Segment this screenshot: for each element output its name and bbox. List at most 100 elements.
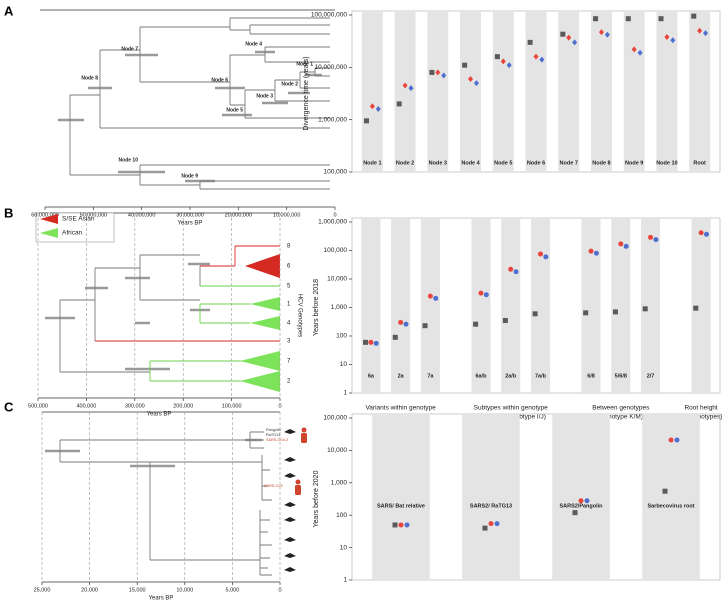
marker: [402, 82, 408, 89]
category-band: [558, 11, 580, 172]
marker: [533, 53, 539, 60]
leaf-label: 7: [287, 359, 291, 365]
category-band: [427, 11, 449, 172]
category-label: 6a/b: [475, 373, 487, 379]
x-tick-label: 15,000: [129, 587, 146, 593]
category-label: Node 6: [527, 160, 545, 166]
category-band: [394, 11, 416, 172]
category-label: SARS2/ RaTG13: [470, 503, 512, 509]
category-band: [501, 218, 521, 393]
marker: [703, 30, 709, 37]
category-label: 6a: [368, 373, 375, 379]
marker: [508, 266, 514, 272]
legend-swatch: [40, 228, 58, 238]
category-label: Node 9: [625, 160, 643, 166]
asian-branches: [95, 245, 280, 342]
leaf-label: 6: [287, 264, 291, 270]
category-label: Node 8: [592, 160, 610, 166]
node-label: Node 7: [121, 46, 138, 52]
marker: [664, 33, 670, 40]
marker: [658, 16, 664, 22]
node-label: Node 2: [281, 81, 298, 87]
leaf-label: RaTG13: [266, 433, 280, 437]
marker: [697, 27, 703, 34]
marker: [637, 49, 643, 56]
category-label: Node 2: [396, 160, 414, 166]
category-band: [420, 218, 440, 393]
category-label: SARS2/Pangolin: [559, 503, 603, 509]
y-tick-label: 1,000,000: [318, 116, 347, 123]
marker: [488, 521, 494, 527]
legend-swatch: [40, 214, 58, 224]
marker: [435, 69, 441, 76]
x-tick-label: 20,000: [81, 587, 98, 593]
marker: [396, 101, 402, 107]
marker: [433, 295, 439, 301]
x-tick-label: 500,000: [28, 403, 48, 409]
node-label: Node 10: [119, 157, 139, 163]
category-label: Node 1: [363, 160, 381, 166]
category-band: [641, 218, 661, 393]
marker: [560, 31, 566, 37]
leaf-label: 8: [287, 244, 291, 250]
marker: [631, 46, 637, 53]
marker: [625, 16, 631, 22]
category-band: [525, 11, 547, 172]
x-tick-label: 40,000,000: [128, 212, 156, 218]
marker: [532, 311, 538, 317]
tree-branches: [59, 254, 201, 373]
marker: [494, 54, 500, 60]
category-band: [656, 11, 678, 172]
x-tick-label: 10,000: [176, 587, 193, 593]
marker: [623, 243, 629, 249]
leaf-label: 3: [287, 339, 291, 345]
marker: [674, 437, 680, 443]
x-axis-label: Years BP: [178, 221, 203, 227]
x-tick-label: 0: [333, 212, 336, 218]
marker: [537, 251, 543, 257]
marker: [368, 339, 374, 345]
y-tick-label: 100,000: [324, 169, 348, 176]
panel-letter: B: [4, 205, 13, 220]
legend-label: African: [62, 230, 83, 237]
marker: [527, 39, 533, 45]
node-error-bars: [45, 262, 210, 371]
y-tick-label: 10,000: [327, 447, 347, 454]
x-tick-label: 20,000,000: [225, 212, 253, 218]
bat-icons: [284, 429, 296, 572]
x-tick-label: 5,000: [226, 587, 240, 593]
marker: [612, 309, 618, 315]
y-tick-label: 1: [343, 390, 347, 397]
marker: [468, 75, 474, 82]
x-tick-label: 300,000: [125, 403, 145, 409]
marker: [462, 62, 468, 68]
tree-branches: [69, 17, 330, 190]
marker: [543, 254, 549, 260]
marker: [513, 269, 519, 275]
marker: [578, 498, 584, 504]
clade-triangle: [240, 371, 280, 392]
y-tick-label: 10: [340, 544, 348, 551]
marker: [483, 292, 489, 298]
marker: [584, 498, 590, 504]
marker: [429, 69, 435, 75]
x-tick-label: 400,000: [76, 403, 96, 409]
marker: [583, 310, 589, 316]
category-band: [691, 218, 711, 393]
marker: [392, 522, 398, 528]
node-label: Node 5: [226, 107, 243, 113]
marker: [373, 340, 379, 346]
x-tick-label: 50,000,000: [80, 212, 108, 218]
marker: [598, 29, 604, 36]
y-tick-label: 100: [336, 512, 347, 519]
category-label: 6/8: [587, 373, 595, 379]
node-label: Node 8: [81, 75, 98, 81]
category-label: 5/6/8: [615, 373, 627, 379]
marker: [404, 522, 410, 528]
y-tick-label: 10,000: [327, 276, 347, 283]
x-tick-label: 60,000,000: [31, 212, 59, 218]
y-tick-label: 100,000: [324, 415, 348, 422]
clade-triangle: [250, 316, 280, 330]
category-band: [492, 11, 514, 172]
marker: [593, 250, 599, 256]
